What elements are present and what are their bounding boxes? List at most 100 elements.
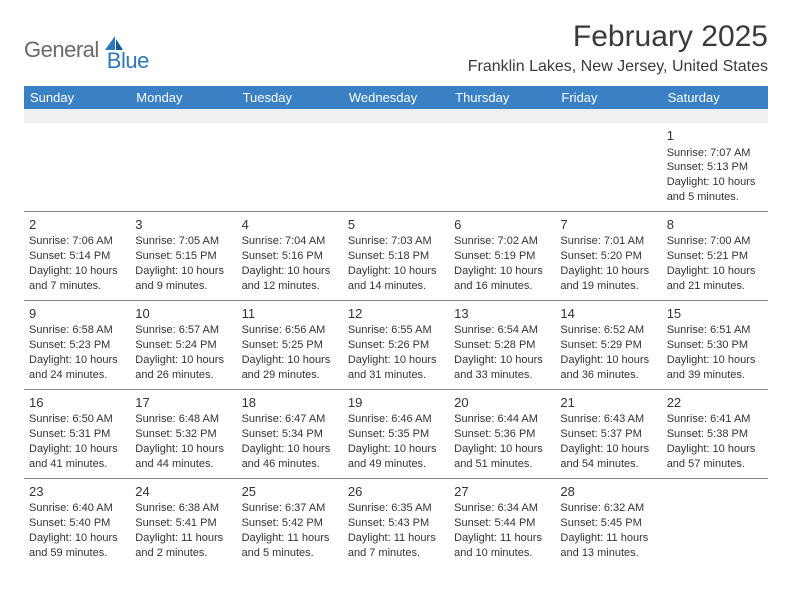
sunrise-text: Sunrise: 6:35 AM — [348, 501, 444, 516]
sunrise-text: Sunrise: 6:50 AM — [29, 412, 125, 427]
daylight-text-2: and 10 minutes. — [454, 546, 550, 561]
day-cell: 1Sunrise: 7:07 AMSunset: 5:13 PMDaylight… — [662, 123, 768, 211]
sunset-text: Sunset: 5:21 PM — [667, 249, 763, 264]
sunset-text: Sunset: 5:16 PM — [242, 249, 338, 264]
day-cell: 20Sunrise: 6:44 AMSunset: 5:36 PMDayligh… — [449, 390, 555, 478]
daylight-text-2: and 54 minutes. — [560, 457, 656, 472]
sunset-text: Sunset: 5:28 PM — [454, 338, 550, 353]
title-block: February 2025 Franklin Lakes, New Jersey… — [468, 20, 768, 76]
week-row-empty-strip — [24, 109, 768, 123]
day-cell: 8Sunrise: 7:00 AMSunset: 5:21 PMDaylight… — [662, 212, 768, 300]
day-cell: 27Sunrise: 6:34 AMSunset: 5:44 PMDayligh… — [449, 479, 555, 567]
day-header-row: Sunday Monday Tuesday Wednesday Thursday… — [24, 86, 768, 109]
daylight-text: Daylight: 10 hours — [29, 531, 125, 546]
day-cell: 2Sunrise: 7:06 AMSunset: 5:14 PMDaylight… — [24, 212, 130, 300]
sunrise-text: Sunrise: 6:38 AM — [135, 501, 231, 516]
sunset-text: Sunset: 5:18 PM — [348, 249, 444, 264]
daylight-text: Daylight: 10 hours — [667, 353, 763, 368]
day-number: 23 — [29, 483, 125, 501]
sunset-text: Sunset: 5:29 PM — [560, 338, 656, 353]
daylight-text: Daylight: 10 hours — [348, 353, 444, 368]
day-cell-empty — [662, 479, 768, 567]
day-cell: 12Sunrise: 6:55 AMSunset: 5:26 PMDayligh… — [343, 301, 449, 389]
daylight-text-2: and 9 minutes. — [135, 279, 231, 294]
daylight-text: Daylight: 11 hours — [242, 531, 338, 546]
day-number: 9 — [29, 305, 125, 323]
day-header-thu: Thursday — [449, 86, 555, 109]
daylight-text-2: and 33 minutes. — [454, 368, 550, 383]
daylight-text: Daylight: 10 hours — [242, 442, 338, 457]
day-cell: 11Sunrise: 6:56 AMSunset: 5:25 PMDayligh… — [237, 301, 343, 389]
sunrise-text: Sunrise: 6:58 AM — [29, 323, 125, 338]
sunrise-text: Sunrise: 6:44 AM — [454, 412, 550, 427]
daylight-text-2: and 7 minutes. — [29, 279, 125, 294]
daylight-text: Daylight: 10 hours — [454, 264, 550, 279]
daylight-text: Daylight: 11 hours — [560, 531, 656, 546]
logo-text-blue: Blue — [107, 48, 149, 74]
daylight-text: Daylight: 10 hours — [348, 264, 444, 279]
day-cell-empty — [130, 123, 236, 211]
daylight-text-2: and 41 minutes. — [29, 457, 125, 472]
week-row: 16Sunrise: 6:50 AMSunset: 5:31 PMDayligh… — [24, 389, 768, 478]
daylight-text: Daylight: 10 hours — [560, 353, 656, 368]
empty-strip-cell — [449, 109, 555, 123]
sunrise-text: Sunrise: 6:41 AM — [667, 412, 763, 427]
daylight-text-2: and 2 minutes. — [135, 546, 231, 561]
day-cell: 15Sunrise: 6:51 AMSunset: 5:30 PMDayligh… — [662, 301, 768, 389]
sunrise-text: Sunrise: 6:52 AM — [560, 323, 656, 338]
day-cell: 4Sunrise: 7:04 AMSunset: 5:16 PMDaylight… — [237, 212, 343, 300]
week-row: 23Sunrise: 6:40 AMSunset: 5:40 PMDayligh… — [24, 478, 768, 567]
sunset-text: Sunset: 5:40 PM — [29, 516, 125, 531]
sunrise-text: Sunrise: 6:54 AM — [454, 323, 550, 338]
day-number: 20 — [454, 394, 550, 412]
day-cell: 16Sunrise: 6:50 AMSunset: 5:31 PMDayligh… — [24, 390, 130, 478]
daylight-text: Daylight: 10 hours — [29, 442, 125, 457]
sunset-text: Sunset: 5:36 PM — [454, 427, 550, 442]
sunrise-text: Sunrise: 6:48 AM — [135, 412, 231, 427]
day-cell: 23Sunrise: 6:40 AMSunset: 5:40 PMDayligh… — [24, 479, 130, 567]
sunset-text: Sunset: 5:45 PM — [560, 516, 656, 531]
daylight-text: Daylight: 11 hours — [135, 531, 231, 546]
daylight-text: Daylight: 10 hours — [454, 353, 550, 368]
sunrise-text: Sunrise: 6:57 AM — [135, 323, 231, 338]
day-cell: 28Sunrise: 6:32 AMSunset: 5:45 PMDayligh… — [555, 479, 661, 567]
daylight-text-2: and 44 minutes. — [135, 457, 231, 472]
sunset-text: Sunset: 5:37 PM — [560, 427, 656, 442]
daylight-text-2: and 29 minutes. — [242, 368, 338, 383]
sunset-text: Sunset: 5:20 PM — [560, 249, 656, 264]
sunrise-text: Sunrise: 7:06 AM — [29, 234, 125, 249]
day-number: 7 — [560, 216, 656, 234]
sunrise-text: Sunrise: 7:04 AM — [242, 234, 338, 249]
day-number: 6 — [454, 216, 550, 234]
day-number: 14 — [560, 305, 656, 323]
day-header-mon: Monday — [130, 86, 236, 109]
sunrise-text: Sunrise: 7:01 AM — [560, 234, 656, 249]
empty-strip-cell — [343, 109, 449, 123]
logo-text-general: General — [24, 37, 99, 63]
daylight-text-2: and 14 minutes. — [348, 279, 444, 294]
header: General Blue February 2025 Franklin Lake… — [24, 20, 768, 76]
day-header-tue: Tuesday — [237, 86, 343, 109]
daylight-text-2: and 13 minutes. — [560, 546, 656, 561]
sunrise-text: Sunrise: 6:34 AM — [454, 501, 550, 516]
sunrise-text: Sunrise: 6:47 AM — [242, 412, 338, 427]
sunset-text: Sunset: 5:32 PM — [135, 427, 231, 442]
day-header-sat: Saturday — [662, 86, 768, 109]
daylight-text-2: and 24 minutes. — [29, 368, 125, 383]
day-number: 4 — [242, 216, 338, 234]
daylight-text-2: and 36 minutes. — [560, 368, 656, 383]
sunset-text: Sunset: 5:25 PM — [242, 338, 338, 353]
day-number: 16 — [29, 394, 125, 412]
daylight-text-2: and 21 minutes. — [667, 279, 763, 294]
sunset-text: Sunset: 5:43 PM — [348, 516, 444, 531]
daylight-text-2: and 49 minutes. — [348, 457, 444, 472]
sunset-text: Sunset: 5:23 PM — [29, 338, 125, 353]
daylight-text-2: and 59 minutes. — [29, 546, 125, 561]
sunset-text: Sunset: 5:14 PM — [29, 249, 125, 264]
weeks-container: 1Sunrise: 7:07 AMSunset: 5:13 PMDaylight… — [24, 109, 768, 567]
sunrise-text: Sunrise: 7:07 AM — [667, 146, 763, 161]
sunrise-text: Sunrise: 7:00 AM — [667, 234, 763, 249]
daylight-text: Daylight: 10 hours — [135, 264, 231, 279]
day-cell: 22Sunrise: 6:41 AMSunset: 5:38 PMDayligh… — [662, 390, 768, 478]
day-cell: 17Sunrise: 6:48 AMSunset: 5:32 PMDayligh… — [130, 390, 236, 478]
